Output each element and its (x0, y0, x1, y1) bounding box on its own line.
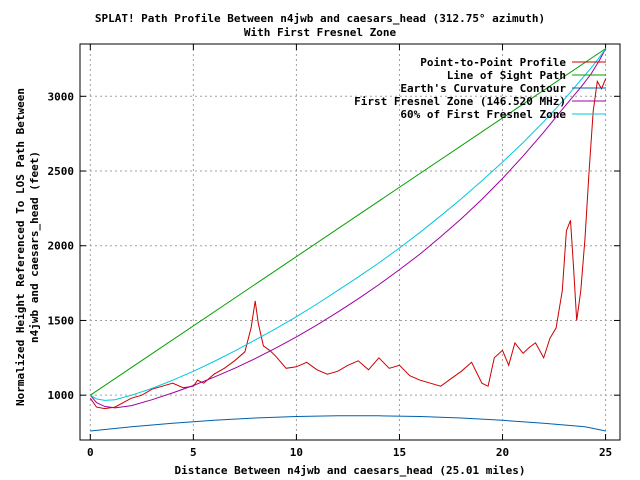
series-line-4 (89, 48, 607, 409)
grid-lines (80, 44, 620, 440)
x-tick-label: 0 (87, 446, 94, 459)
series-lines (89, 48, 607, 432)
chart-title-line: SPLAT! Path Profile Between n4jwb and ca… (94, 12, 546, 25)
y-tick-label: 2500 (48, 165, 75, 178)
series-line-2 (90, 48, 607, 396)
series-line-5 (90, 48, 607, 401)
y-tick-label: 1500 (48, 314, 75, 327)
y-tick-label: 2000 (48, 240, 75, 253)
x-tick-label: 10 (290, 446, 303, 459)
y-tick-label: 3000 (48, 90, 75, 103)
legend-label-3: Earth's Curvature Contour (400, 82, 566, 95)
x-tick-label: 20 (496, 446, 509, 459)
x-tick-label: 5 (190, 446, 197, 459)
chart-subtitle: With First Fresnel Zone (243, 26, 397, 39)
legend-label-2: Line of Sight Path (447, 69, 566, 82)
series-line-3 (90, 415, 606, 432)
plot-frame (79, 43, 621, 441)
x-tick-label: 25 (599, 446, 612, 459)
legend-label-1: Point-to-Point Profile (420, 56, 566, 69)
axis-ticks: 0 5 10 15 20 25 1000 1500 2000 2500 3000 (48, 44, 620, 459)
x-tick-label: 15 (393, 446, 406, 459)
legend-label-5: 60% of First Fresnel Zone (400, 108, 566, 121)
y-tick-label: 1000 (48, 389, 75, 402)
legend-label-4: First Fresnel Zone (146.520 MHz) (354, 95, 566, 108)
x-axis-label: Distance Between n4jwb and caesars_head … (174, 464, 526, 477)
series-line-1 (89, 78, 607, 410)
